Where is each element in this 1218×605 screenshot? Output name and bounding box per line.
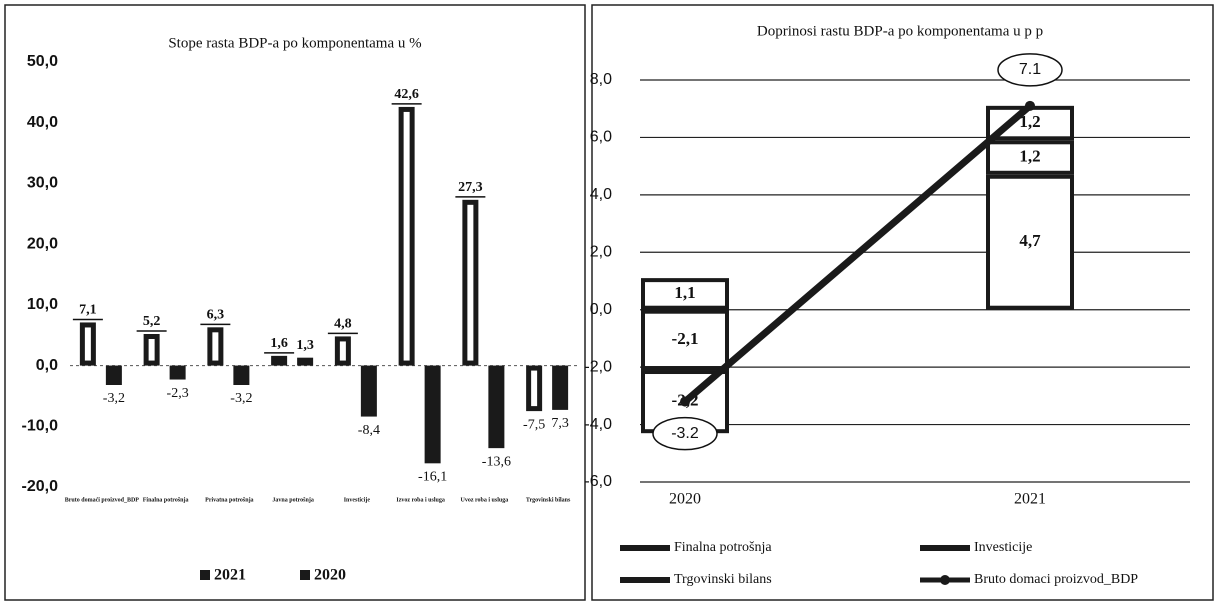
y-tick-label: 6,0 [590,129,612,146]
y-tick-label: -20,0 [22,478,59,495]
bar [207,327,224,366]
data-label: -3.2 [671,425,699,442]
y-tick-label: 20,0 [27,235,58,252]
y-tick-label: 0,0 [590,301,612,318]
legend-swatch [200,570,210,580]
y-tick-label: 50,0 [27,53,58,70]
data-label: 1,1 [674,283,695,302]
bar [79,322,96,366]
legend-label: 2020 [314,567,346,584]
data-label: 27,3 [458,180,483,195]
data-label: 7.1 [1019,61,1041,78]
bar [552,365,569,410]
x-tick-label: Trgovinski bilans [526,497,571,503]
line-point [1025,100,1035,111]
data-label: 42,6 [394,87,419,102]
data-label: 4,8 [334,317,352,332]
x-tick-label: Finalna potrošnja [143,497,189,503]
y-tick-label: 4,0 [590,186,612,203]
bar-segment [641,309,729,371]
x-tick-label: Investicije [344,497,371,503]
bar [424,365,441,464]
panel-frame [591,4,1214,601]
y-tick-label: 0,0 [36,357,58,374]
bar [143,334,160,366]
bar [271,355,288,366]
y-tick-label: 8,0 [590,71,612,88]
bar [233,365,250,385]
y-tick-label: 40,0 [27,114,58,131]
data-label: 7,1 [79,303,97,318]
label-callout [997,53,1063,87]
y-tick-label: -2,0 [584,358,612,375]
y-tick-label: 30,0 [27,175,58,192]
bar [334,336,351,366]
y-tick-label: 10,0 [27,296,58,313]
data-label: -2,1 [672,329,699,348]
panel-frame [4,4,586,601]
bar [297,357,314,366]
chart-title: Doprinosi rastu BDP-a po komponentama u … [757,23,1043,39]
bar [526,365,543,412]
bar-segment [641,278,729,310]
data-label: 1,3 [296,338,314,353]
data-label: -16,1 [418,470,447,485]
legend-label: Investicije [974,540,1032,555]
x-tick-label: Privatna potrošnja [205,497,253,503]
data-label: -3,2 [103,391,125,406]
legend-label: 2021 [214,567,246,584]
line [682,103,1033,405]
data-label: 7,3 [551,416,569,431]
legend-swatch [940,575,950,585]
x-tick-label: Javna potrošnja [272,497,313,503]
legend-swatch [620,577,670,583]
y-tick-label: 2,0 [590,244,612,261]
data-label: -8,4 [358,423,380,438]
data-label: 5,2 [143,314,161,329]
bar-segment [986,174,1074,310]
data-label: 4,7 [1019,231,1041,250]
data-label: 6,3 [207,308,225,323]
bar [105,365,122,385]
x-tick-label: Uvoz roba i usluga [461,497,509,503]
x-tick-label: 2021 [1014,491,1046,508]
bar [462,199,479,366]
bar [360,365,377,417]
bar [398,106,415,366]
label-callout [652,416,718,451]
legend-swatch [620,545,670,551]
legend-label: Bruto domaci proizvod_BDP [974,572,1138,587]
bar [488,365,505,449]
line-point [680,396,690,407]
y-tick-label: -6,0 [584,473,612,490]
bar-segment [986,105,1074,141]
legend-label: Finalna potrošnja [674,540,772,555]
data-label: -2,3 [167,386,189,401]
y-tick-label: -4,0 [584,416,612,433]
bar-segment [986,140,1074,175]
x-tick-label: Izvoz roba i usluga [396,497,444,503]
data-label: -13,6 [482,454,511,469]
y-tick-label: -10,0 [22,418,59,435]
legend-swatch [300,570,310,580]
data-label: 1,2 [1019,146,1040,165]
x-tick-label: Bruto domaći proizvod_BDP [65,497,140,503]
chart-title: Stope rasta BDP-a po komponentama u % [168,35,421,51]
x-tick-label: 2020 [669,491,701,508]
legend-swatch [920,545,970,551]
data-label: -7,5 [523,417,545,432]
data-label: 1,6 [270,336,288,351]
data-label: -3,2 [230,391,252,406]
bar [169,365,186,380]
data-label: 1,2 [1019,112,1040,131]
legend-label: Trgovinski bilans [674,572,772,587]
